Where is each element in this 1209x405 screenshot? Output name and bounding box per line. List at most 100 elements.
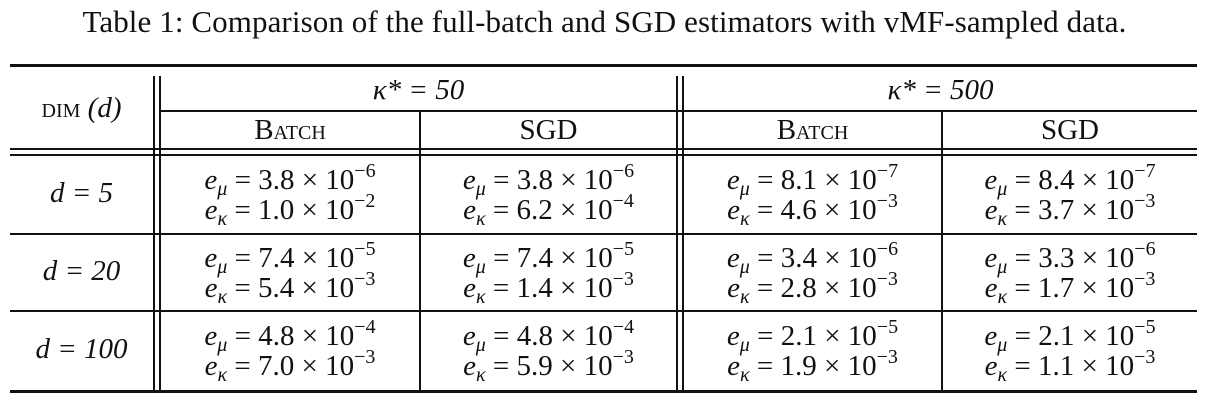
- mu-subscript: μ: [217, 334, 228, 356]
- exponent: −3: [354, 268, 376, 290]
- mantissa: 7.4 × 10: [516, 242, 613, 274]
- error-symbol: e: [726, 164, 740, 196]
- row-label: d = 20: [42, 255, 121, 287]
- error-kappa-value: eκ = 5.4 × 10−3: [161, 269, 419, 307]
- equals-sign: =: [485, 272, 517, 304]
- equals-sign: =: [1007, 320, 1039, 352]
- error-symbol: e: [204, 272, 218, 304]
- error-mu-value: eμ = 4.8 × 10−4: [421, 317, 676, 355]
- mantissa: 1.4 × 10: [516, 272, 613, 304]
- exponent: −5: [612, 238, 635, 260]
- exponent: −4: [612, 316, 635, 338]
- vrule-group-2: [682, 76, 684, 390]
- mantissa: 4.8 × 10: [516, 320, 613, 352]
- table-cell: eμ = 3.3 × 10−6 eκ = 1.7 × 10−3: [943, 239, 1197, 307]
- mu-subscript: μ: [217, 256, 228, 278]
- kappa-subscript: κ: [740, 208, 750, 230]
- kappa-subscript: κ: [997, 286, 1008, 308]
- mantissa: 5.9 × 10: [516, 350, 613, 382]
- equals-sign: =: [227, 194, 258, 226]
- mantissa: 4.6 × 10: [780, 194, 877, 226]
- error-kappa-value: eκ = 5.9 × 10−3: [421, 347, 676, 385]
- error-kappa-value: eκ = 6.2 × 10−4: [421, 191, 676, 229]
- vrule-col-2: [941, 111, 943, 390]
- exponent: −3: [1134, 190, 1156, 212]
- equals-sign: =: [749, 350, 781, 382]
- mu-subscript: μ: [997, 334, 1008, 356]
- error-kappa-value: eκ = 4.6 × 10−3: [684, 191, 941, 229]
- mantissa: 3.7 × 10: [1037, 194, 1135, 226]
- error-symbol: e: [984, 272, 998, 304]
- equals-sign: =: [485, 242, 517, 274]
- error-kappa-value: eκ = 1.4 × 10−3: [421, 269, 676, 307]
- mu-subscript: μ: [739, 178, 750, 200]
- mu-subscript: μ: [739, 256, 750, 278]
- mu-subscript: μ: [997, 256, 1008, 278]
- vrule-dim-2: [159, 76, 161, 390]
- mantissa: 3.8 × 10: [516, 164, 613, 196]
- mu-subscript: μ: [739, 334, 750, 356]
- row-label: d = 5: [49, 177, 114, 209]
- mantissa: 4.8 × 10: [258, 320, 355, 352]
- kappa-subscript: κ: [217, 364, 228, 386]
- error-kappa-value: eκ = 1.7 × 10−3: [943, 269, 1197, 307]
- kappa-subscript: κ: [217, 286, 228, 308]
- exponent: −2: [354, 190, 376, 212]
- exponent: −7: [876, 160, 899, 182]
- equals-sign: =: [749, 242, 781, 274]
- group-header-kappa-500: κ* = 500: [887, 74, 994, 106]
- table-cell: eμ = 8.4 × 10−7 eκ = 3.7 × 10−3: [943, 161, 1197, 229]
- equals-sign: =: [227, 164, 259, 196]
- exponent: −5: [1134, 316, 1156, 338]
- error-symbol: e: [204, 164, 218, 196]
- equals-sign: =: [485, 194, 517, 226]
- bottom-rule: [10, 390, 1197, 393]
- table-cell: eμ = 4.8 × 10−4 eκ = 5.9 × 10−3: [421, 317, 676, 385]
- error-kappa-value: eκ = 1.0 × 10−2: [161, 191, 419, 229]
- group-header-kappa-50: κ* = 50: [372, 74, 465, 106]
- error-symbol: e: [726, 242, 740, 274]
- error-symbol: e: [204, 194, 218, 226]
- mantissa: 3.4 × 10: [780, 242, 877, 274]
- equals-sign: =: [227, 272, 258, 304]
- table-cell: eμ = 2.1 × 10−5 eκ = 1.9 × 10−3: [684, 317, 941, 385]
- error-mu-value: eμ = 2.1 × 10−5: [943, 317, 1197, 355]
- table-cell: eμ = 3.8 × 10−6 eκ = 1.0 × 10−2: [161, 161, 419, 229]
- error-symbol: e: [727, 194, 740, 226]
- mantissa: 1.0 × 10: [257, 194, 355, 226]
- exponent: −3: [612, 268, 634, 290]
- exponent: −6: [354, 160, 376, 182]
- vrule-col-1: [419, 111, 421, 390]
- vrule-group-1: [676, 76, 678, 390]
- equals-sign: =: [1007, 164, 1039, 196]
- error-mu-value: eμ = 2.1 × 10−5: [684, 317, 941, 355]
- error-kappa-value: eκ = 1.9 × 10−3: [684, 347, 941, 385]
- error-symbol: e: [463, 194, 476, 226]
- kappa-subscript: κ: [740, 364, 750, 386]
- error-mu-value: eμ = 4.8 × 10−4: [161, 317, 419, 355]
- dim-var: (d): [87, 92, 122, 124]
- mantissa: 3.3 × 10: [1038, 242, 1135, 274]
- exponent: −3: [354, 346, 376, 368]
- error-kappa-value: eκ = 7.0 × 10−3: [161, 347, 419, 385]
- table-cell: eμ = 7.4 × 10−5 eκ = 1.4 × 10−3: [421, 239, 676, 307]
- table-cell: eμ = 7.4 × 10−5 eκ = 5.4 × 10−3: [161, 239, 419, 307]
- error-symbol: e: [727, 350, 740, 382]
- error-symbol: e: [462, 164, 476, 196]
- equals-sign: =: [485, 320, 517, 352]
- error-symbol: e: [726, 320, 740, 352]
- exponent: −4: [354, 316, 376, 338]
- error-symbol: e: [727, 272, 740, 304]
- mantissa: 1.1 × 10: [1037, 350, 1135, 382]
- row-rule-2: [10, 310, 1197, 312]
- mantissa: 7.0 × 10: [257, 350, 355, 382]
- error-kappa-value: eκ = 3.7 × 10−3: [943, 191, 1197, 229]
- error-symbol: e: [463, 272, 476, 304]
- exponent: −4: [612, 190, 634, 212]
- exponent: −3: [1134, 346, 1156, 368]
- exponent: −6: [612, 160, 635, 182]
- dim-label: dim: [41, 92, 81, 124]
- mantissa: 1.7 × 10: [1037, 272, 1135, 304]
- table-cell: eμ = 4.8 × 10−4 eκ = 7.0 × 10−3: [161, 317, 419, 385]
- vrule-dim-1: [153, 76, 155, 390]
